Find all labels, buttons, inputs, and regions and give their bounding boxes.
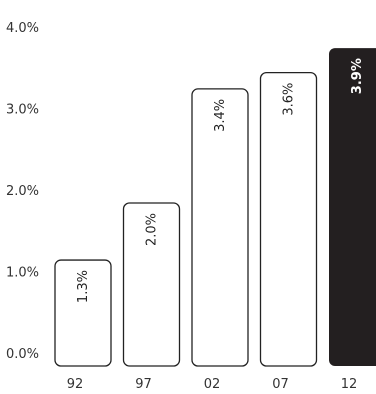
bar-value-label: 3.6% [282, 83, 297, 116]
y-tick-label: 1.0% [6, 266, 39, 281]
bar-rect [54, 259, 112, 367]
bar-92: 1.3% [54, 259, 112, 367]
bar-rect [329, 48, 376, 366]
x-tick-label: 12 [341, 377, 358, 392]
y-tick-label: 3.0% [6, 103, 39, 118]
x-tick-label: 02 [204, 377, 221, 392]
bar-value-label: 3.4% [213, 99, 228, 132]
bar-97: 2.0% [122, 202, 181, 367]
bar-rect [259, 71, 318, 367]
x-tick-label: 07 [272, 377, 289, 392]
bar-rect [122, 202, 181, 367]
y-axis: 0.0% 1.0% 2.0% 3.0% 4.0% [6, 21, 39, 362]
y-tick-label: 2.0% [6, 184, 39, 199]
bar-12: 3.9% [329, 48, 376, 366]
bar-value-label: 3.9% [350, 58, 365, 94]
x-tick-label: 97 [135, 377, 152, 392]
bar-value-label: 1.3% [76, 270, 91, 303]
bar-rect [191, 88, 249, 367]
bar-02: 3.4% [191, 88, 249, 367]
bar-value-label: 2.0% [145, 213, 160, 246]
y-tick-label: 0.0% [6, 347, 39, 362]
x-tick-label: 92 [67, 377, 84, 392]
bars: 1.3% 2.0% 3.4% 3.6% 3.9% [54, 48, 376, 367]
bar-07: 3.6% [259, 71, 318, 367]
y-tick-label: 4.0% [6, 21, 39, 36]
x-axis: 92 97 02 07 12 [67, 377, 358, 392]
